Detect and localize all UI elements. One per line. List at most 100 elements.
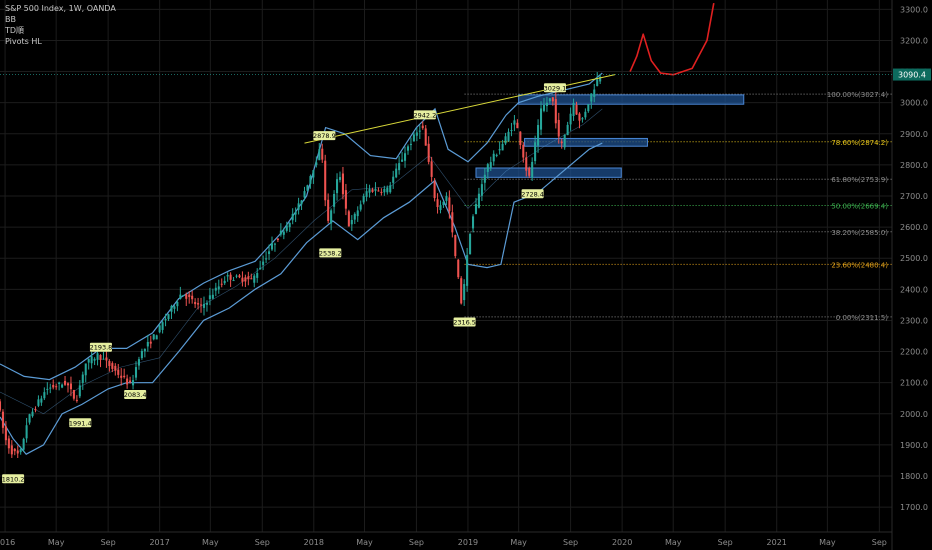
candle-body[interactable] (10, 445, 13, 455)
candle-body[interactable] (448, 197, 451, 212)
candlesticks[interactable] (0, 72, 602, 458)
candle-body[interactable] (341, 173, 344, 195)
candle-body[interactable] (445, 196, 448, 201)
candle-body[interactable] (31, 411, 34, 417)
candle-body[interactable] (126, 378, 129, 385)
candle-body[interactable] (223, 280, 226, 284)
candle-body[interactable] (344, 190, 347, 209)
candle-body[interactable] (498, 149, 501, 151)
candle-body[interactable] (90, 356, 93, 364)
candle-body[interactable] (389, 185, 392, 193)
candle-body[interactable] (134, 367, 138, 378)
candle-body[interactable] (489, 162, 492, 168)
candle-body[interactable] (143, 348, 146, 352)
candle-body[interactable] (333, 194, 336, 207)
candle-body[interactable] (69, 383, 72, 390)
candle-body[interactable] (297, 203, 300, 210)
candle-body[interactable] (392, 176, 395, 183)
candle-body[interactable] (241, 277, 244, 282)
candle-body[interactable] (64, 380, 67, 385)
candle-body[interactable] (229, 274, 232, 280)
candle-body[interactable] (13, 448, 16, 452)
candle-body[interactable] (596, 79, 599, 86)
candle-body[interactable] (78, 385, 81, 397)
candle-body[interactable] (383, 188, 386, 193)
candle-body[interactable] (516, 122, 519, 129)
candle-body[interactable] (495, 154, 498, 156)
candle-body[interactable] (335, 179, 339, 194)
candle-body[interactable] (75, 399, 78, 401)
candle-body[interactable] (318, 149, 321, 161)
candle-body[interactable] (256, 272, 259, 278)
candle-body[interactable] (584, 111, 587, 118)
candle-body[interactable] (235, 275, 238, 277)
candle-body[interactable] (173, 306, 176, 309)
candle-body[interactable] (185, 294, 188, 299)
candle-body[interactable] (96, 353, 99, 360)
candle-body[interactable] (0, 401, 2, 411)
candle-body[interactable] (409, 143, 412, 145)
candle-body[interactable] (309, 176, 312, 184)
candle-body[interactable] (191, 295, 194, 300)
candle-body[interactable] (285, 225, 288, 231)
candle-body[interactable] (155, 335, 158, 340)
candle-body[interactable] (418, 130, 421, 132)
candle-body[interactable] (25, 425, 28, 439)
candle-body[interactable] (217, 286, 220, 290)
candle-body[interactable] (492, 153, 495, 162)
candle-body[interactable] (513, 120, 516, 125)
candle-body[interactable] (560, 141, 563, 144)
candle-body[interactable] (338, 177, 342, 180)
candle-body[interactable] (132, 380, 135, 386)
candle-body[interactable] (501, 143, 504, 151)
candle-body[interactable] (188, 294, 191, 298)
zone-box[interactable] (518, 94, 745, 105)
candle-body[interactable] (211, 294, 214, 299)
candle-body[interactable] (87, 358, 90, 363)
candle-body[interactable] (566, 124, 569, 136)
candle-body[interactable] (330, 210, 333, 224)
candle-body[interactable] (581, 118, 584, 120)
candle-body[interactable] (510, 130, 513, 132)
candle-body[interactable] (421, 125, 424, 129)
candle-body[interactable] (4, 426, 7, 441)
candle-body[interactable] (427, 143, 430, 162)
candle-body[interactable] (528, 167, 531, 176)
candle-body[interactable] (457, 259, 460, 278)
candle-body[interactable] (176, 301, 179, 307)
candle-body[interactable] (93, 358, 96, 361)
candle-body[interactable] (350, 219, 353, 225)
supply-demand-zones[interactable] (475, 94, 745, 178)
candle-body[interactable] (161, 322, 164, 330)
candle-body[interactable] (268, 251, 271, 254)
candle-body[interactable] (52, 384, 55, 388)
candle-body[interactable] (578, 113, 581, 121)
candle-body[interactable] (66, 383, 70, 386)
candle-body[interactable] (507, 131, 510, 141)
candle-body[interactable] (303, 191, 306, 198)
candle-body[interactable] (220, 283, 223, 285)
candle-body[interactable] (522, 144, 525, 158)
candle-body[interactable] (43, 392, 46, 399)
candle-body[interactable] (454, 235, 457, 257)
candle-body[interactable] (569, 113, 572, 125)
candle-body[interactable] (259, 267, 262, 270)
candle-body[interactable] (238, 275, 241, 278)
forecast-path[interactable] (629, 2, 715, 76)
candle-body[interactable] (146, 341, 149, 347)
candle-body[interactable] (587, 104, 590, 112)
indicator-pivots[interactable]: Pivots HL (5, 37, 42, 46)
candle-body[interactable] (58, 382, 61, 385)
candle-body[interactable] (140, 350, 143, 359)
candle-body[interactable] (504, 136, 507, 144)
candle-body[interactable] (46, 388, 49, 390)
candle-body[interactable] (170, 305, 173, 312)
candle-body[interactable] (525, 157, 528, 171)
candle-body[interactable] (477, 193, 480, 208)
candle-body[interactable] (282, 231, 285, 235)
candle-body[interactable] (273, 243, 276, 245)
candle-body[interactable] (291, 213, 294, 221)
candle-body[interactable] (182, 294, 185, 296)
candle-body[interactable] (102, 358, 105, 360)
candle-body[interactable] (412, 134, 415, 142)
